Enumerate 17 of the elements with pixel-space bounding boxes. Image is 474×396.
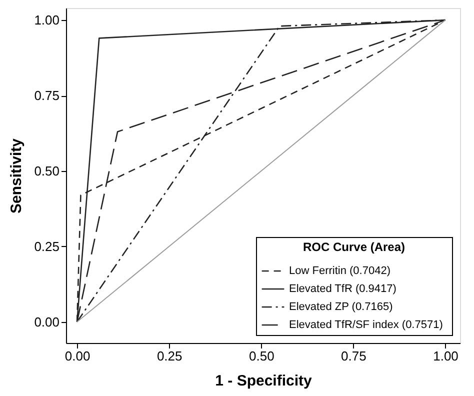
x-tick-label: 0.50 [249,348,274,364]
y-axis-title: Sensitivity [8,138,26,214]
x-tick-label: 0.75 [341,348,366,364]
legend-title: ROC Curve (Area) [302,240,406,254]
legend-label: Elevated TfR/SF index (0.7571) [289,319,443,331]
y-tick-label: 0.25 [34,238,60,254]
y-tick-label: 0.50 [34,163,60,178]
y-tick-label: 0.75 [34,88,60,104]
x-axis-title: 1 - Specificity [215,372,313,390]
y-tick-label: 0.00 [34,314,60,330]
x-tick-label: 0.00 [64,348,90,364]
legend-label: Elevated TfR (0.9417) [289,283,396,295]
x-tick-label: 1.00 [433,348,458,364]
x-tick-label: 0.25 [156,348,182,364]
legend-label: Elevated ZP (0.7165) [289,301,393,313]
y-tick-label: 1.00 [34,12,60,28]
legend-label: Low Ferritin (0.7042) [289,265,390,277]
